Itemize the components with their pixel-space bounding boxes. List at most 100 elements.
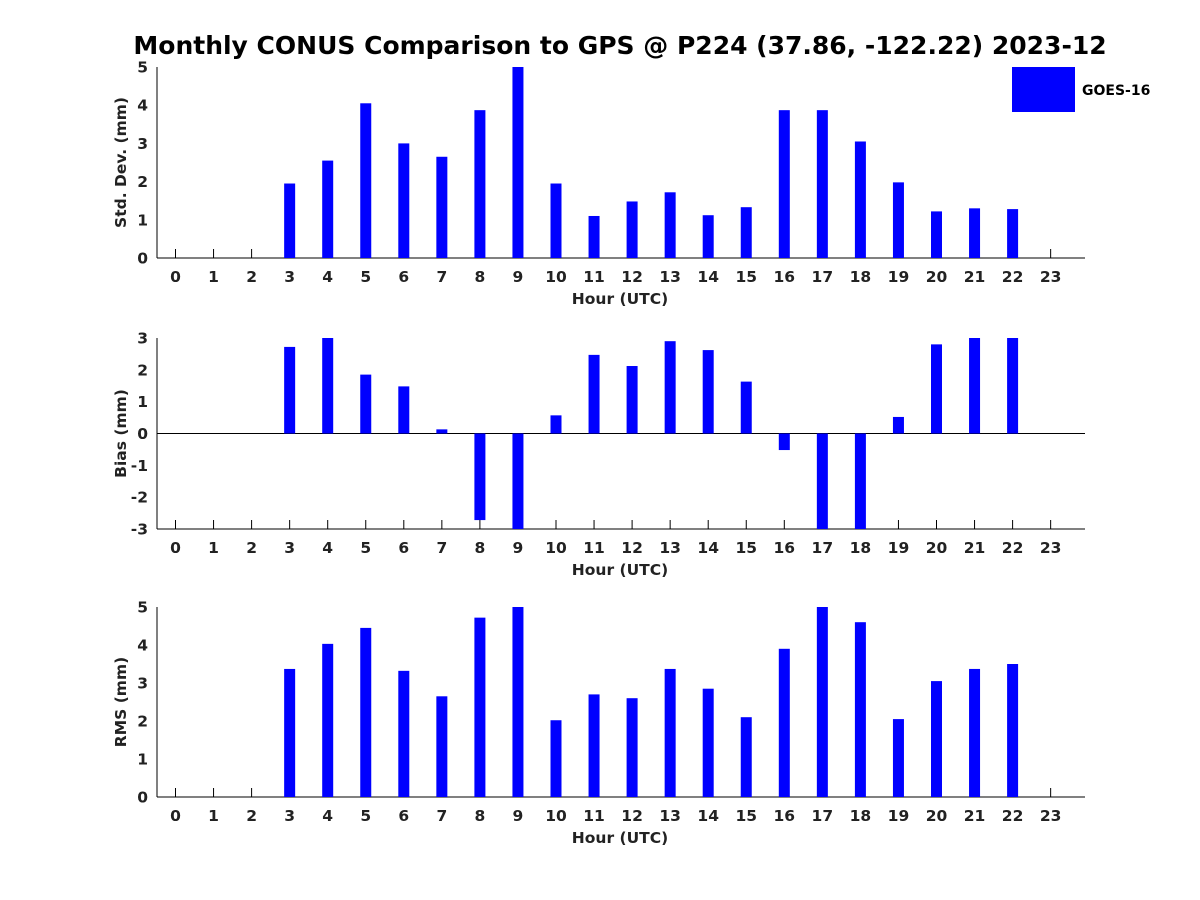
bar-hour-7: [436, 696, 448, 797]
bar-hour-20: [931, 211, 942, 258]
x-tick-label: 6: [398, 807, 409, 825]
x-tick-label: 9: [513, 539, 524, 557]
bar-hour-9: [512, 607, 524, 797]
x-tick-label: 17: [812, 539, 834, 557]
y-axis-label: RMS (mm): [112, 657, 130, 747]
y-tick-label: 0: [137, 250, 148, 268]
bar-hour-3: [284, 668, 296, 797]
bar-hour-5: [360, 627, 372, 797]
bar-hour-11: [588, 215, 600, 258]
x-axis-label: Hour (UTC): [572, 290, 668, 308]
bar-hour-4: [322, 338, 334, 434]
bar-hour-21: [969, 208, 981, 258]
y-tick-label: -3: [131, 521, 148, 539]
x-tick-label: 4: [322, 807, 333, 825]
y-tick-label: 3: [137, 330, 148, 348]
x-tick-label: 8: [475, 268, 486, 286]
x-tick-label: 23: [1040, 268, 1062, 286]
x-tick-label: 1: [208, 539, 219, 557]
bar-hour-9: [512, 67, 524, 258]
x-tick-label: 16: [774, 539, 796, 557]
x-axis-label: Hour (UTC): [572, 561, 668, 579]
x-tick-label: 4: [322, 539, 333, 557]
bar-hour-16: [778, 433, 790, 451]
bar-hour-18: [854, 433, 866, 529]
y-tick-label: 4: [137, 637, 148, 655]
bar-hour-8: [474, 433, 486, 521]
x-tick-label: 6: [398, 268, 409, 286]
bar-hour-4: [322, 643, 334, 797]
bar-hour-6: [398, 143, 410, 258]
y-tick-label: -1: [131, 457, 148, 475]
x-tick-label: 13: [659, 268, 681, 286]
y-tick-label: 2: [137, 713, 148, 731]
x-tick-label: 1: [208, 807, 219, 825]
bar-hour-7: [436, 156, 448, 258]
x-tick-label: 4: [322, 268, 333, 286]
bar-hour-20: [931, 681, 942, 797]
x-tick-label: 23: [1040, 539, 1062, 557]
y-tick-label: 1: [137, 751, 148, 769]
x-tick-label: 6: [398, 539, 409, 557]
x-tick-label: 20: [926, 268, 948, 286]
bar-hour-14: [702, 688, 714, 797]
x-tick-label: 11: [583, 268, 605, 286]
x-tick-label: 12: [621, 807, 643, 825]
bar-hour-8: [474, 110, 486, 258]
bar-hour-15: [740, 717, 752, 797]
bar-hour-15: [740, 207, 752, 258]
y-tick-label: 2: [137, 361, 148, 379]
x-tick-label: 22: [1002, 539, 1024, 557]
bar-hour-6: [398, 386, 410, 434]
bar-hour-10: [550, 720, 562, 797]
y-axis-label: Std. Dev. (mm): [112, 97, 130, 228]
bar-hour-5: [360, 103, 372, 258]
bar-hour-9: [512, 433, 524, 529]
x-tick-label: 12: [621, 268, 643, 286]
bar-hour-12: [626, 201, 638, 258]
x-tick-label: 10: [545, 807, 567, 825]
bar-hour-18: [854, 141, 866, 258]
x-tick-label: 20: [926, 539, 948, 557]
bar-hour-11: [588, 694, 600, 797]
bar-hour-6: [398, 670, 410, 797]
bar-hour-3: [284, 183, 296, 258]
y-tick-label: 0: [137, 425, 148, 443]
x-tick-label: 21: [964, 268, 986, 286]
x-tick-label: 21: [964, 539, 986, 557]
x-tick-label: 19: [888, 268, 910, 286]
x-tick-label: 12: [621, 539, 643, 557]
y-tick-label: 3: [137, 675, 148, 693]
bar-hour-14: [702, 215, 714, 258]
x-tick-label: 3: [284, 807, 295, 825]
x-tick-label: 7: [436, 807, 447, 825]
bar-hour-12: [626, 698, 638, 797]
x-tick-label: 9: [513, 807, 524, 825]
x-tick-label: 15: [735, 268, 757, 286]
x-tick-label: 7: [436, 539, 447, 557]
legend: GOES-16: [1012, 67, 1150, 112]
y-tick-label: 0: [137, 789, 148, 807]
x-tick-label: 18: [850, 539, 872, 557]
x-tick-label: 7: [436, 268, 447, 286]
x-tick-label: 1: [208, 268, 219, 286]
y-tick-label: 4: [137, 97, 148, 115]
bar-hour-14: [702, 350, 714, 434]
bar-hour-21: [969, 668, 981, 797]
legend-swatch: [1012, 67, 1075, 112]
x-tick-label: 14: [697, 539, 719, 557]
x-tick-label: 0: [170, 539, 181, 557]
bar-hour-11: [588, 354, 600, 434]
bar-hour-16: [778, 648, 790, 797]
bar-hour-8: [474, 617, 486, 797]
x-tick-label: 8: [475, 539, 486, 557]
x-tick-label: 0: [170, 268, 181, 286]
x-tick-label: 21: [964, 807, 986, 825]
x-tick-label: 17: [812, 268, 834, 286]
y-tick-label: -2: [131, 489, 148, 507]
x-tick-label: 19: [888, 807, 910, 825]
x-tick-label: 0: [170, 807, 181, 825]
